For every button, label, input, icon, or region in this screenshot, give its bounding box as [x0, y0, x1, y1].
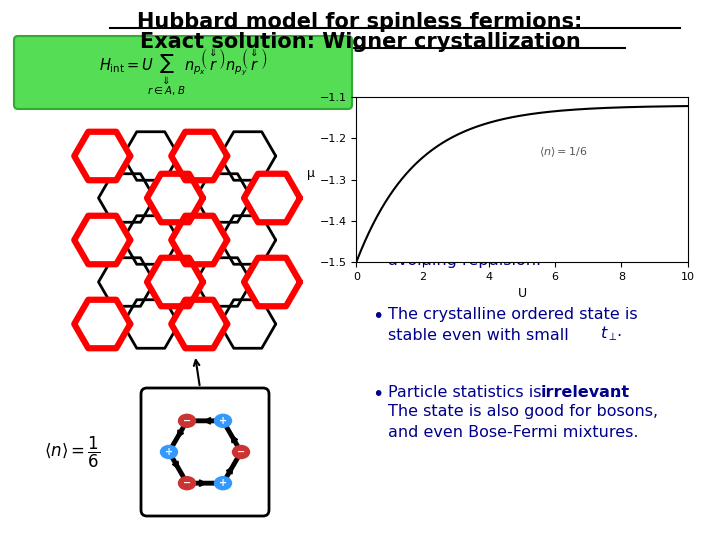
Polygon shape [220, 300, 276, 348]
Polygon shape [220, 216, 276, 264]
FancyBboxPatch shape [14, 36, 352, 109]
Polygon shape [244, 258, 300, 306]
Text: Hubbard model for spinless fermions:: Hubbard model for spinless fermions: [138, 12, 582, 32]
Text: Close-packed hexagons;
avoiding repulsion.: Close-packed hexagons; avoiding repulsio… [388, 232, 583, 268]
Ellipse shape [233, 446, 250, 458]
Ellipse shape [179, 414, 196, 427]
Text: −: − [183, 478, 191, 488]
Polygon shape [171, 300, 228, 348]
Ellipse shape [215, 477, 232, 490]
Text: $t_{\perp}$: $t_{\perp}$ [600, 324, 618, 343]
Text: +: + [219, 478, 227, 488]
Text: $H_{\rm int}=U\!\!\sum_{\substack{\Downarrow \\ r\in A,B}}n_{p_x}\!\!\left(\over: $H_{\rm int}=U\!\!\sum_{\substack{\Downa… [99, 46, 267, 98]
Text: .: . [613, 385, 618, 400]
Polygon shape [147, 258, 203, 306]
Text: .: . [616, 324, 621, 339]
Polygon shape [196, 258, 251, 306]
Polygon shape [74, 216, 130, 264]
Polygon shape [147, 174, 203, 222]
Polygon shape [74, 132, 130, 180]
Text: −: − [237, 447, 245, 457]
Polygon shape [171, 216, 228, 264]
Text: The crystalline ordered state is
stable even with small: The crystalline ordered state is stable … [388, 307, 638, 343]
Text: +: + [165, 447, 173, 457]
Polygon shape [99, 258, 155, 306]
Polygon shape [171, 132, 228, 180]
Polygon shape [99, 174, 155, 222]
Ellipse shape [179, 477, 196, 490]
Ellipse shape [161, 446, 178, 458]
Text: $\langle n \rangle = 1/6$: $\langle n \rangle = 1/6$ [539, 145, 587, 159]
Y-axis label: μ: μ [307, 166, 315, 179]
Polygon shape [244, 174, 300, 222]
Text: Particle statistics is: Particle statistics is [388, 385, 546, 400]
Text: irrelevant: irrelevant [541, 385, 630, 400]
Polygon shape [74, 300, 130, 348]
Polygon shape [122, 300, 179, 348]
Text: $\langle n \rangle = \dfrac{1}{6}$: $\langle n \rangle = \dfrac{1}{6}$ [44, 434, 100, 470]
Polygon shape [196, 174, 251, 222]
Text: Exact solution: Wigner crystallization: Exact solution: Wigner crystallization [140, 32, 580, 52]
FancyBboxPatch shape [141, 388, 269, 516]
Polygon shape [220, 132, 276, 180]
Text: •: • [372, 385, 383, 404]
Text: +: + [219, 416, 227, 426]
Polygon shape [122, 216, 179, 264]
Text: The state is also good for bosons,
and even Bose-Fermi mixtures.: The state is also good for bosons, and e… [388, 404, 658, 440]
Text: −: − [183, 416, 191, 426]
Text: •: • [372, 232, 383, 251]
X-axis label: U: U [518, 287, 526, 300]
Ellipse shape [215, 414, 232, 427]
Text: gapped state: gapped state [471, 191, 590, 209]
Polygon shape [122, 132, 179, 180]
Text: •: • [372, 307, 383, 326]
